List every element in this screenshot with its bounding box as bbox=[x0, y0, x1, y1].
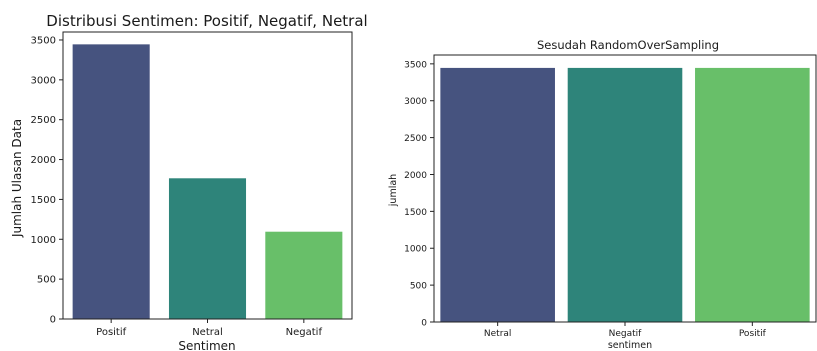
chart-left-y-axis-label: Jumlah Ulasan Data bbox=[10, 119, 24, 238]
chart-left-y-tick-label: 0 bbox=[50, 315, 56, 326]
chart-right-x-tick-label: Netral bbox=[484, 329, 512, 339]
chart-right-x-tick-label: Negatif bbox=[609, 329, 643, 339]
chart-right-y-tick-label: 1000 bbox=[404, 245, 427, 255]
chart-right: Sesudah RandomOverSampling jumlah sentim… bbox=[388, 38, 817, 351]
chart-right-bar-negatif bbox=[567, 67, 683, 322]
chart-right-y-tick-label: 500 bbox=[410, 282, 427, 292]
chart-left-bar-netral bbox=[168, 178, 247, 319]
chart-left-bar-negatif bbox=[265, 231, 343, 319]
chart-left-bar-positif bbox=[72, 44, 150, 320]
chart-right-title: Sesudah RandomOverSampling bbox=[537, 38, 719, 52]
chart-right-y-tick-label: 3500 bbox=[404, 60, 427, 70]
chart-left-x-tick-label: Negatif bbox=[286, 327, 323, 338]
chart-left-y-tick-label: 1500 bbox=[31, 195, 56, 206]
chart-left-y-tick-label: 2000 bbox=[31, 155, 56, 166]
chart-right-y-tick-label: 2500 bbox=[404, 134, 427, 144]
chart-right-plot-frame bbox=[433, 54, 817, 323]
chart-right-y-tick-label: 2000 bbox=[404, 171, 427, 181]
chart-left-y-tick-label: 3000 bbox=[31, 75, 56, 86]
chart-right-x-tick-label: Positif bbox=[739, 329, 767, 339]
chart-left-x-tick-label: Positif bbox=[96, 327, 126, 338]
chart-left-title: Distribusi Sentimen: Positif, Negatif, N… bbox=[46, 12, 367, 30]
chart-left-y-tick-label: 2500 bbox=[31, 115, 56, 126]
chart-left-plot-frame bbox=[62, 31, 353, 320]
chart-right-bar-positif bbox=[695, 67, 810, 322]
chart-left: Distribusi Sentimen: Positif, Negatif, N… bbox=[10, 12, 368, 351]
chart-right-y-axis-label: jumlah bbox=[388, 174, 399, 207]
chart-right-y-tick-label: 0 bbox=[421, 319, 427, 329]
chart-left-x-axis-label: Sentimen bbox=[178, 339, 235, 351]
chart-left-y-tick-label: 500 bbox=[37, 275, 56, 286]
chart-left-x-tick-label: Netral bbox=[192, 327, 223, 338]
chart-right-y-tick-label: 1500 bbox=[404, 208, 427, 218]
chart-left-y-tick-label: 3500 bbox=[31, 35, 56, 46]
chart-right-bar-netral bbox=[440, 67, 555, 322]
chart-left-y-tick-label: 1000 bbox=[31, 235, 56, 246]
chart-right-y-tick-label: 3000 bbox=[404, 97, 427, 107]
chart-right-x-axis-label: sentimen bbox=[608, 340, 652, 351]
